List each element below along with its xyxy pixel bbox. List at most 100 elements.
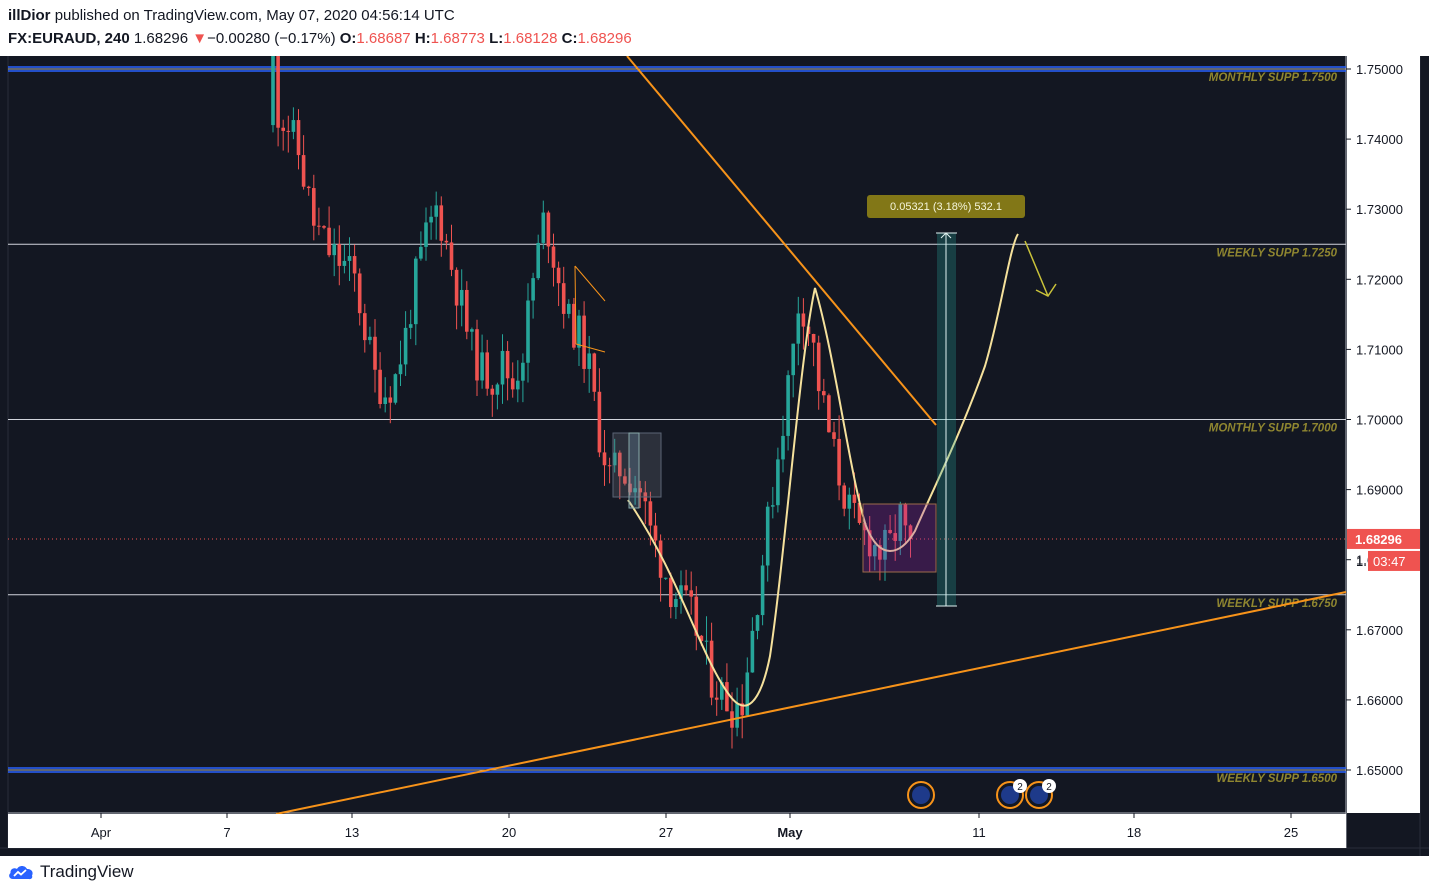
candle-body <box>689 590 693 597</box>
candle-body <box>408 324 413 328</box>
candle-body <box>373 336 377 370</box>
candle <box>755 614 760 640</box>
candle-body <box>363 313 367 341</box>
candle-body <box>837 438 841 486</box>
candle-body <box>388 397 393 403</box>
event-flag <box>1001 786 1019 804</box>
candle <box>587 335 591 393</box>
candle <box>352 244 357 292</box>
x-tick-label: Apr <box>91 825 112 840</box>
candle <box>908 524 913 558</box>
candle-body <box>760 565 765 616</box>
candle-body <box>750 630 755 673</box>
candle <box>449 224 454 277</box>
candle-body <box>669 577 673 608</box>
candle <box>791 343 795 398</box>
candle <box>393 373 398 405</box>
candle <box>490 384 495 417</box>
candle-body <box>378 369 382 405</box>
candle <box>475 319 479 397</box>
support-levels: MONTHLY SUPP 1.7500 WEEKLY SUPP 1.7250 MON… <box>8 66 1346 785</box>
candle-body <box>720 682 724 700</box>
candle <box>337 225 342 286</box>
candle-body <box>521 362 525 381</box>
price-axis-background <box>1347 56 1420 813</box>
event-flag <box>912 786 930 804</box>
candle <box>597 368 602 458</box>
candle <box>883 524 887 581</box>
candle <box>434 191 438 240</box>
candle-body <box>592 353 597 392</box>
candle-body <box>628 483 632 493</box>
price-chart[interactable]: MONTHLY SUPP 1.7500 WEEKLY SUPP 1.7250 MON… <box>0 56 1429 856</box>
candle <box>505 341 510 401</box>
ascending-trendline <box>275 591 1347 815</box>
descending-trendline <box>626 56 937 426</box>
candle-body <box>276 56 280 128</box>
last-price-badge <box>1347 528 1420 549</box>
candle-body <box>633 488 637 493</box>
candle-body <box>714 697 719 700</box>
candle <box>842 482 846 517</box>
candle-body <box>796 313 801 344</box>
candle <box>801 298 806 350</box>
candle <box>572 297 576 350</box>
candle <box>873 541 877 571</box>
author-name[interactable]: illDior <box>8 7 51 24</box>
candle-body <box>699 635 704 642</box>
candle <box>521 353 525 403</box>
candle-body <box>454 269 459 306</box>
x-tick-label: 7 <box>223 825 230 840</box>
candle-body <box>510 378 515 390</box>
candle <box>551 233 556 287</box>
candle <box>740 684 744 739</box>
candle-body <box>383 397 387 405</box>
candle <box>419 231 423 261</box>
candle <box>332 228 336 277</box>
candle <box>888 515 892 535</box>
candle-body <box>893 533 897 541</box>
candle <box>556 261 561 307</box>
symbol-line: FX:EURAUD, 240 1.68296 ▼−0.00280 (−0.17%… <box>8 30 632 47</box>
candle <box>796 296 801 366</box>
x-tick-label: 18 <box>1127 825 1141 840</box>
candle <box>684 569 688 596</box>
candle-body <box>490 388 495 395</box>
candle-body <box>888 529 892 534</box>
candle <box>459 269 464 327</box>
tradingview-cloud-icon <box>9 866 33 880</box>
candle <box>623 468 627 486</box>
candle <box>516 360 520 403</box>
candle-body <box>551 246 556 268</box>
candle-body <box>709 640 714 698</box>
candle <box>281 119 285 151</box>
candle <box>500 334 505 404</box>
close-label: C: <box>561 30 578 47</box>
candle-body <box>475 329 479 381</box>
candle-body <box>403 327 408 365</box>
tradingview-logo[interactable]: TradingView <box>8 862 134 882</box>
candle <box>276 56 280 147</box>
candle <box>312 174 316 241</box>
level-label: WEEKLY SUPP 1.6500 <box>1216 773 1337 785</box>
x-tick-label: 13 <box>345 825 359 840</box>
candle-body <box>419 246 423 259</box>
candle-body <box>755 615 760 631</box>
candle-body <box>663 577 668 579</box>
candle-body <box>623 476 627 484</box>
candle-body <box>414 258 418 325</box>
candle <box>903 502 908 544</box>
candle-body <box>541 212 546 243</box>
x-tick-label: 27 <box>659 825 673 840</box>
symbol-name[interactable]: FX:EURAUD, 240 <box>8 30 130 47</box>
candle <box>653 512 658 558</box>
candle <box>541 200 546 250</box>
candle-body <box>811 333 816 343</box>
candle <box>567 299 571 319</box>
candle <box>271 56 275 133</box>
triangle-pattern <box>574 265 606 353</box>
publish-line: illDior published on TradingView.com, Ma… <box>8 7 455 24</box>
candle-body <box>612 452 617 466</box>
candle-body <box>694 596 699 636</box>
candle <box>663 577 668 580</box>
